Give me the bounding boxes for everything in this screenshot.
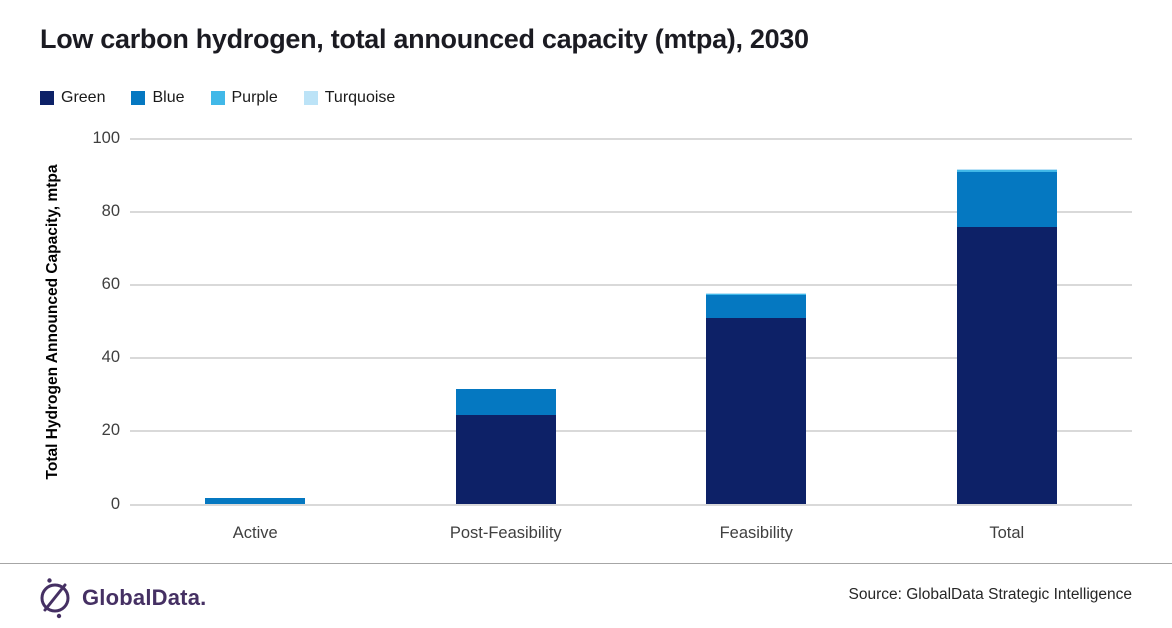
bar-segment-purple-feasibility <box>706 293 807 296</box>
y-tick-label-20: 20 <box>101 421 120 440</box>
x-tick-label-total: Total <box>989 524 1025 542</box>
bar-segment-blue-total <box>956 171 1057 228</box>
legend-label: Purple <box>231 89 278 106</box>
bar-segment-blue-active <box>205 497 306 505</box>
bar-segment-purple-total <box>956 170 1057 172</box>
legend-label: Green <box>61 89 106 106</box>
gridline-60 <box>130 284 1132 287</box>
x-tick-label-active: Active <box>232 524 278 542</box>
legend-item-green: Green <box>40 89 105 107</box>
gridline-100 <box>130 138 1132 140</box>
globaldata-logo: GlobalData. <box>36 577 206 619</box>
globaldata-wordmark: GlobalData. <box>82 585 207 610</box>
gridline-20 <box>130 430 1132 433</box>
y-tick-label-60: 60 <box>101 275 120 294</box>
legend: Green Blue Purple Turquoise <box>40 89 421 107</box>
gridline-80 <box>130 211 1132 214</box>
x-tick-label-feasibility: Feasibility <box>719 524 793 542</box>
bar-segment-green-total <box>956 227 1057 505</box>
bar-segment-green-post-feasibility <box>455 414 556 505</box>
legend-item-purple: Purple <box>210 89 278 107</box>
gridline-40 <box>130 357 1132 360</box>
y-tick-label-0: 0 <box>110 494 120 513</box>
legend-item-turquoise: Turquoise <box>303 89 396 107</box>
legend-label: Turquoise <box>324 89 396 106</box>
bar-segment-blue-feasibility <box>706 295 807 319</box>
globaldata-logo-icon <box>40 578 70 619</box>
bar-segment-green-feasibility <box>706 318 807 505</box>
bar-segment-blue-post-feasibility <box>455 389 556 415</box>
chart-title: Low carbon hydrogen, total announced cap… <box>40 24 809 54</box>
y-tick-label-100: 100 <box>92 129 120 147</box>
footer-divider <box>0 563 1172 564</box>
source-text: Source: GlobalData Strategic Intelligenc… <box>848 586 1132 603</box>
y-tick-label-40: 40 <box>101 348 120 367</box>
y-tick-label-80: 80 <box>101 202 120 221</box>
x-tick-label-post-feasibility: Post-Feasibility <box>449 524 562 542</box>
bar-segment-turquoise-total <box>956 169 1057 171</box>
legend-item-blue: Blue <box>131 89 185 107</box>
legend-swatch-icon <box>303 91 318 105</box>
legend-swatch-icon <box>210 91 225 105</box>
gridline-0 <box>130 503 1132 506</box>
legend-swatch-icon <box>131 91 146 105</box>
legend-label: Blue <box>152 89 185 106</box>
legend-swatch-icon <box>40 91 54 105</box>
